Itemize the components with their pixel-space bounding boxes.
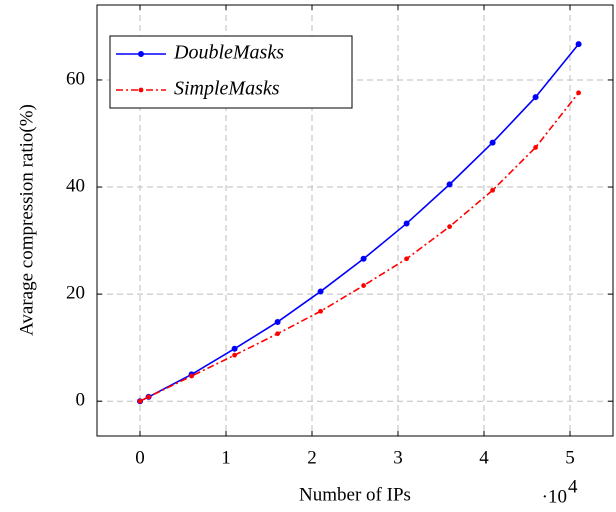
data-point xyxy=(446,181,453,188)
data-point xyxy=(489,139,496,146)
data-point xyxy=(532,94,539,101)
series-line xyxy=(139,43,580,402)
y-tick-label: 60 xyxy=(66,68,85,89)
data-point xyxy=(403,220,410,227)
x-tick-label: 5 xyxy=(565,447,575,468)
legend-marker xyxy=(138,87,144,93)
x-scale-exponent: 4 xyxy=(568,476,578,497)
series-line xyxy=(139,92,580,402)
y-axis-label: Avarage compression ratio(%) xyxy=(16,104,37,336)
data-point xyxy=(447,224,452,230)
legend-marker xyxy=(138,51,144,57)
legend-label: SimpleMasks xyxy=(174,78,280,100)
data-point xyxy=(232,352,238,358)
data-point xyxy=(317,288,324,295)
x-tick-label: 4 xyxy=(479,447,489,468)
y-tick-label: 0 xyxy=(76,390,86,411)
data-point xyxy=(275,331,280,337)
y-tick-label: 20 xyxy=(66,282,85,303)
data-point xyxy=(361,283,366,288)
data-point xyxy=(360,255,367,262)
x-scale-label: ·10 xyxy=(542,486,567,507)
data-point xyxy=(318,308,323,314)
x-tick-label: 1 xyxy=(221,447,231,468)
x-axis-label: Number of IPs xyxy=(299,484,411,505)
data-point xyxy=(189,373,195,379)
x-tick-label: 2 xyxy=(307,447,317,468)
legend-box xyxy=(109,35,353,109)
data-point xyxy=(576,90,581,96)
data-point xyxy=(274,318,281,325)
data-point xyxy=(575,41,582,48)
x-tick-label: 3 xyxy=(393,447,403,468)
plot-frame xyxy=(96,4,614,437)
x-tick-label: 0 xyxy=(135,447,145,468)
data-point xyxy=(490,187,495,193)
data-point xyxy=(231,345,238,352)
data-point xyxy=(146,394,152,400)
data-point xyxy=(533,145,538,150)
data-point xyxy=(137,398,143,404)
data-point xyxy=(404,256,409,262)
legend-label: DoubleMasks xyxy=(173,42,284,64)
y-tick-label: 40 xyxy=(66,175,85,196)
